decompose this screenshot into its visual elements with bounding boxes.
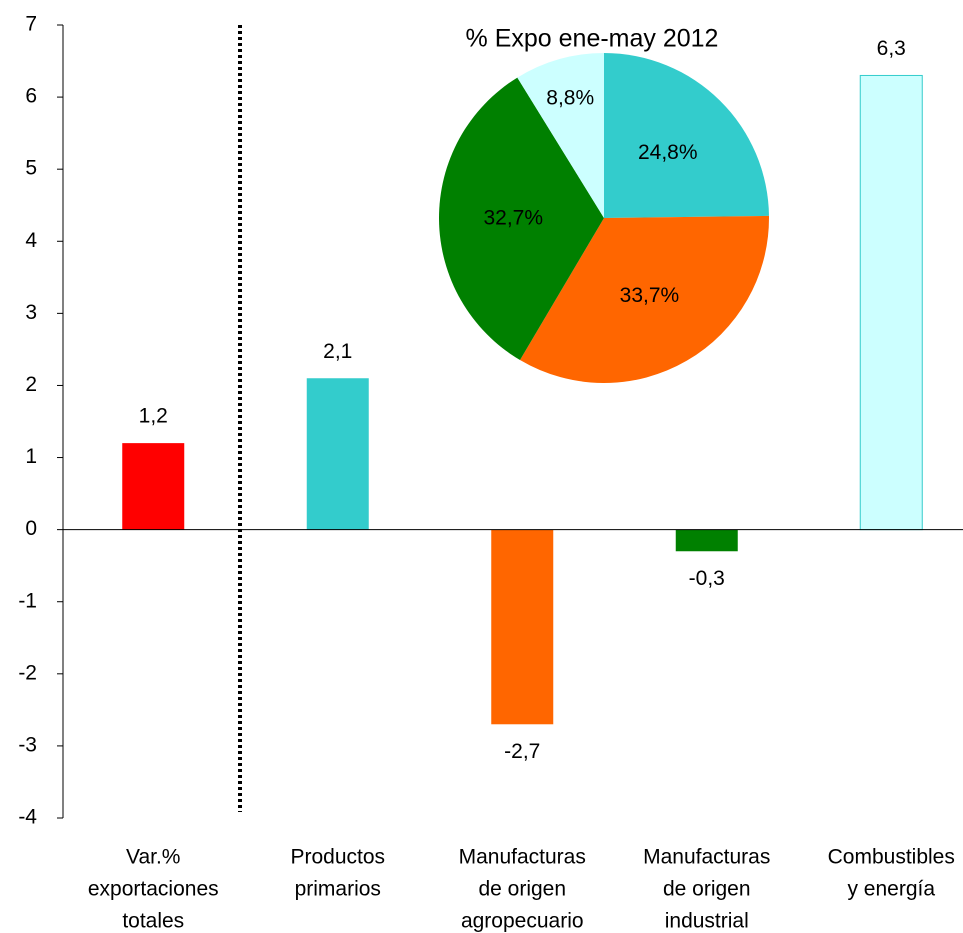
y-tick-label: 4 xyxy=(25,229,37,252)
value-label: -2,7 xyxy=(504,740,540,763)
pie-slice xyxy=(438,77,604,361)
y-tick-label: -4 xyxy=(18,806,37,829)
y-tick-label: 7 xyxy=(25,13,37,36)
x-tick-label: Manufacturas xyxy=(459,846,586,869)
x-tick-label: exportaciones xyxy=(88,878,219,901)
slice-label: 32,7% xyxy=(483,206,543,229)
x-tick-label: industrial xyxy=(665,910,749,933)
y-tick-label: 3 xyxy=(25,301,37,324)
slice-label: 8,8% xyxy=(546,86,594,109)
bar xyxy=(675,529,738,552)
value-label: 6,3 xyxy=(877,37,906,60)
x-tick-label: de origen xyxy=(478,878,566,901)
pie-title: % Expo ene-may 2012 xyxy=(466,25,719,53)
y-tick-label: 6 xyxy=(25,85,37,108)
y-tick-label: 2 xyxy=(25,373,37,396)
x-tick-label: Manufacturas xyxy=(643,846,770,869)
bar xyxy=(306,378,369,530)
bar xyxy=(491,529,554,725)
x-tick-label: Productos xyxy=(290,846,385,869)
bar xyxy=(122,443,185,530)
x-tick-label: de origen xyxy=(663,878,751,901)
y-tick-label: -2 xyxy=(18,661,37,684)
value-label: -0,3 xyxy=(689,567,725,590)
slice-label: 24,8% xyxy=(638,141,698,164)
pie-slice xyxy=(604,53,769,218)
y-tick-label: 0 xyxy=(25,517,37,540)
x-tick-label: Var.% xyxy=(126,846,180,869)
x-tick-label: agropecuario xyxy=(461,910,584,933)
x-tick-label: primarios xyxy=(295,878,381,901)
slice-label: 33,7% xyxy=(620,284,680,307)
pie-slice xyxy=(520,215,769,384)
y-tick-label: -1 xyxy=(18,589,37,612)
bar xyxy=(859,74,923,531)
y-tick-label: -3 xyxy=(18,733,37,756)
value-label: 1,2 xyxy=(139,405,168,428)
x-tick-label: y energía xyxy=(847,878,935,901)
y-tick-label: 1 xyxy=(25,445,37,468)
pie-slice xyxy=(517,53,604,218)
x-tick-label: totales xyxy=(122,910,184,933)
y-tick-label: 5 xyxy=(25,157,37,180)
value-label: 2,1 xyxy=(323,340,352,363)
x-tick-label: Combustibles xyxy=(828,846,955,869)
